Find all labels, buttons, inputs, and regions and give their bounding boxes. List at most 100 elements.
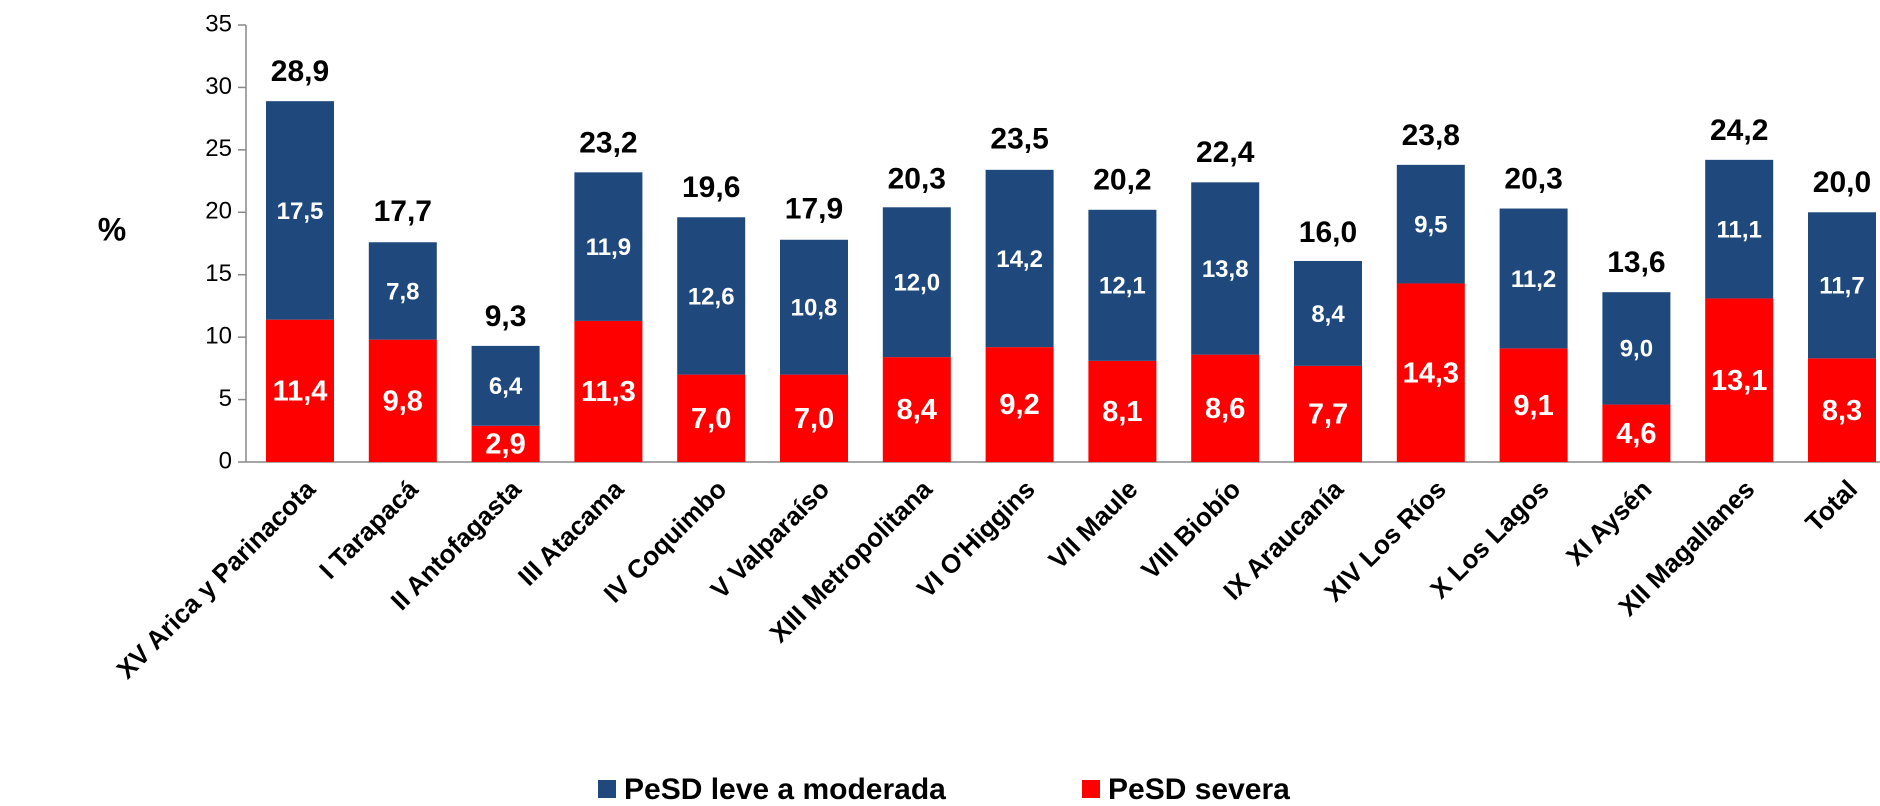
bar-segment bbox=[882, 207, 951, 358]
total-label: 9,3 bbox=[485, 300, 527, 333]
value-label: 8,4 bbox=[1311, 301, 1345, 328]
x-tick-label: XV Arica y Parinacota bbox=[110, 474, 321, 685]
legend-label: PeSD severa bbox=[1108, 773, 1290, 806]
x-tick-label: Total bbox=[1799, 474, 1863, 538]
bar-segment bbox=[1808, 212, 1876, 359]
value-label: 12,6 bbox=[688, 283, 735, 310]
value-label: 7,8 bbox=[386, 278, 419, 305]
x-tick-label: XI Aysén bbox=[1560, 474, 1658, 572]
y-axis-label: % bbox=[98, 211, 126, 247]
x-tick-label: VII Maule bbox=[1043, 474, 1144, 575]
value-label: 9,0 bbox=[1620, 336, 1653, 363]
bar-segment bbox=[1602, 404, 1671, 462]
total-label: 23,8 bbox=[1402, 119, 1460, 152]
value-label: 11,9 bbox=[586, 234, 631, 261]
bar-segment bbox=[1088, 360, 1157, 462]
bar-segment bbox=[471, 345, 540, 426]
bar-segment bbox=[266, 319, 334, 462]
bar-segment bbox=[1705, 159, 1774, 299]
value-label: 8,3 bbox=[1822, 395, 1862, 427]
bar-segment bbox=[368, 339, 437, 462]
x-tick-label: I Tarapacá bbox=[313, 474, 424, 585]
bar-segment bbox=[1088, 209, 1157, 361]
value-label: 11,2 bbox=[1511, 266, 1556, 293]
value-label: 7,0 bbox=[691, 403, 731, 435]
y-tick-label: 35 bbox=[205, 10, 232, 37]
bar-segment bbox=[471, 425, 540, 462]
y-tick-label: 5 bbox=[219, 385, 232, 412]
total-label: 20,3 bbox=[1504, 162, 1562, 195]
bar-segment bbox=[985, 347, 1054, 462]
value-label: 17,5 bbox=[277, 198, 324, 225]
bar-segment bbox=[677, 217, 746, 375]
value-label: 14,2 bbox=[996, 246, 1043, 273]
bar-segment bbox=[882, 357, 951, 462]
value-label: 2,9 bbox=[485, 429, 525, 461]
bar-segment bbox=[1294, 365, 1362, 462]
bar-segment bbox=[1499, 208, 1568, 349]
total-label: 28,9 bbox=[271, 55, 329, 88]
y-tick-label: 15 bbox=[205, 260, 232, 287]
bar-segment bbox=[985, 169, 1054, 348]
value-label: 11,4 bbox=[273, 375, 328, 407]
bar-segment bbox=[266, 101, 334, 320]
value-label: 4,6 bbox=[1616, 418, 1656, 450]
value-label: 9,1 bbox=[1513, 390, 1553, 422]
value-label: 11,7 bbox=[1819, 273, 1864, 300]
legend-swatch bbox=[1082, 780, 1100, 798]
total-label: 22,4 bbox=[1196, 136, 1255, 169]
value-label: 9,2 bbox=[999, 389, 1039, 421]
bar-segment bbox=[1396, 283, 1465, 462]
value-label: 14,3 bbox=[1403, 357, 1459, 389]
x-tick-label: VIII Biobío bbox=[1135, 474, 1246, 585]
value-label: 8,4 bbox=[897, 394, 937, 426]
total-label: 17,7 bbox=[374, 195, 432, 228]
total-label: 20,2 bbox=[1093, 164, 1151, 197]
y-tick-label: 20 bbox=[205, 198, 232, 225]
bar-segment bbox=[677, 374, 746, 462]
total-label: 13,6 bbox=[1607, 246, 1665, 279]
total-label: 20,3 bbox=[888, 162, 946, 195]
bar-segment bbox=[1705, 298, 1774, 462]
total-label: 20,0 bbox=[1813, 166, 1871, 199]
value-label: 9,5 bbox=[1414, 211, 1447, 238]
bar-segment bbox=[574, 320, 643, 462]
bar-segment bbox=[1499, 348, 1568, 462]
y-tick-label: 0 bbox=[219, 447, 232, 474]
bar-segment bbox=[780, 374, 848, 462]
bar-segment bbox=[1294, 260, 1362, 366]
bar-segment bbox=[574, 172, 643, 321]
total-label: 17,9 bbox=[785, 192, 843, 225]
value-label: 7,0 bbox=[794, 403, 834, 435]
value-label: 11,3 bbox=[581, 376, 636, 408]
total-label: 24,2 bbox=[1710, 114, 1768, 147]
y-tick-label: 10 bbox=[205, 322, 232, 349]
value-label: 9,8 bbox=[383, 385, 423, 417]
bar-segment bbox=[780, 239, 848, 375]
value-label: 7,7 bbox=[1308, 399, 1348, 431]
value-label: 13,1 bbox=[1711, 365, 1767, 397]
bar-segment bbox=[1191, 182, 1260, 355]
value-label: 12,0 bbox=[893, 270, 940, 297]
bar-segment bbox=[1396, 164, 1465, 284]
y-tick-label: 30 bbox=[205, 73, 232, 100]
bar-segment bbox=[368, 242, 437, 340]
value-label: 10,8 bbox=[791, 295, 838, 322]
value-label: 8,1 bbox=[1102, 396, 1142, 428]
value-label: 8,6 bbox=[1205, 393, 1245, 425]
bar-segment bbox=[1808, 358, 1876, 462]
bar-segment bbox=[1602, 292, 1671, 405]
bar-segment bbox=[1191, 354, 1260, 462]
total-label: 23,2 bbox=[579, 126, 637, 159]
value-label: 12,1 bbox=[1099, 273, 1146, 300]
legend-label: PeSD leve a moderada bbox=[624, 773, 946, 806]
total-label: 19,6 bbox=[682, 171, 740, 204]
value-label: 11,1 bbox=[1717, 216, 1762, 243]
value-label: 13,8 bbox=[1202, 256, 1249, 283]
total-label: 16,0 bbox=[1299, 216, 1357, 249]
total-label: 23,5 bbox=[990, 123, 1048, 156]
y-tick-label: 25 bbox=[205, 135, 232, 162]
legend-swatch bbox=[598, 780, 616, 798]
value-label: 6,4 bbox=[489, 373, 523, 400]
